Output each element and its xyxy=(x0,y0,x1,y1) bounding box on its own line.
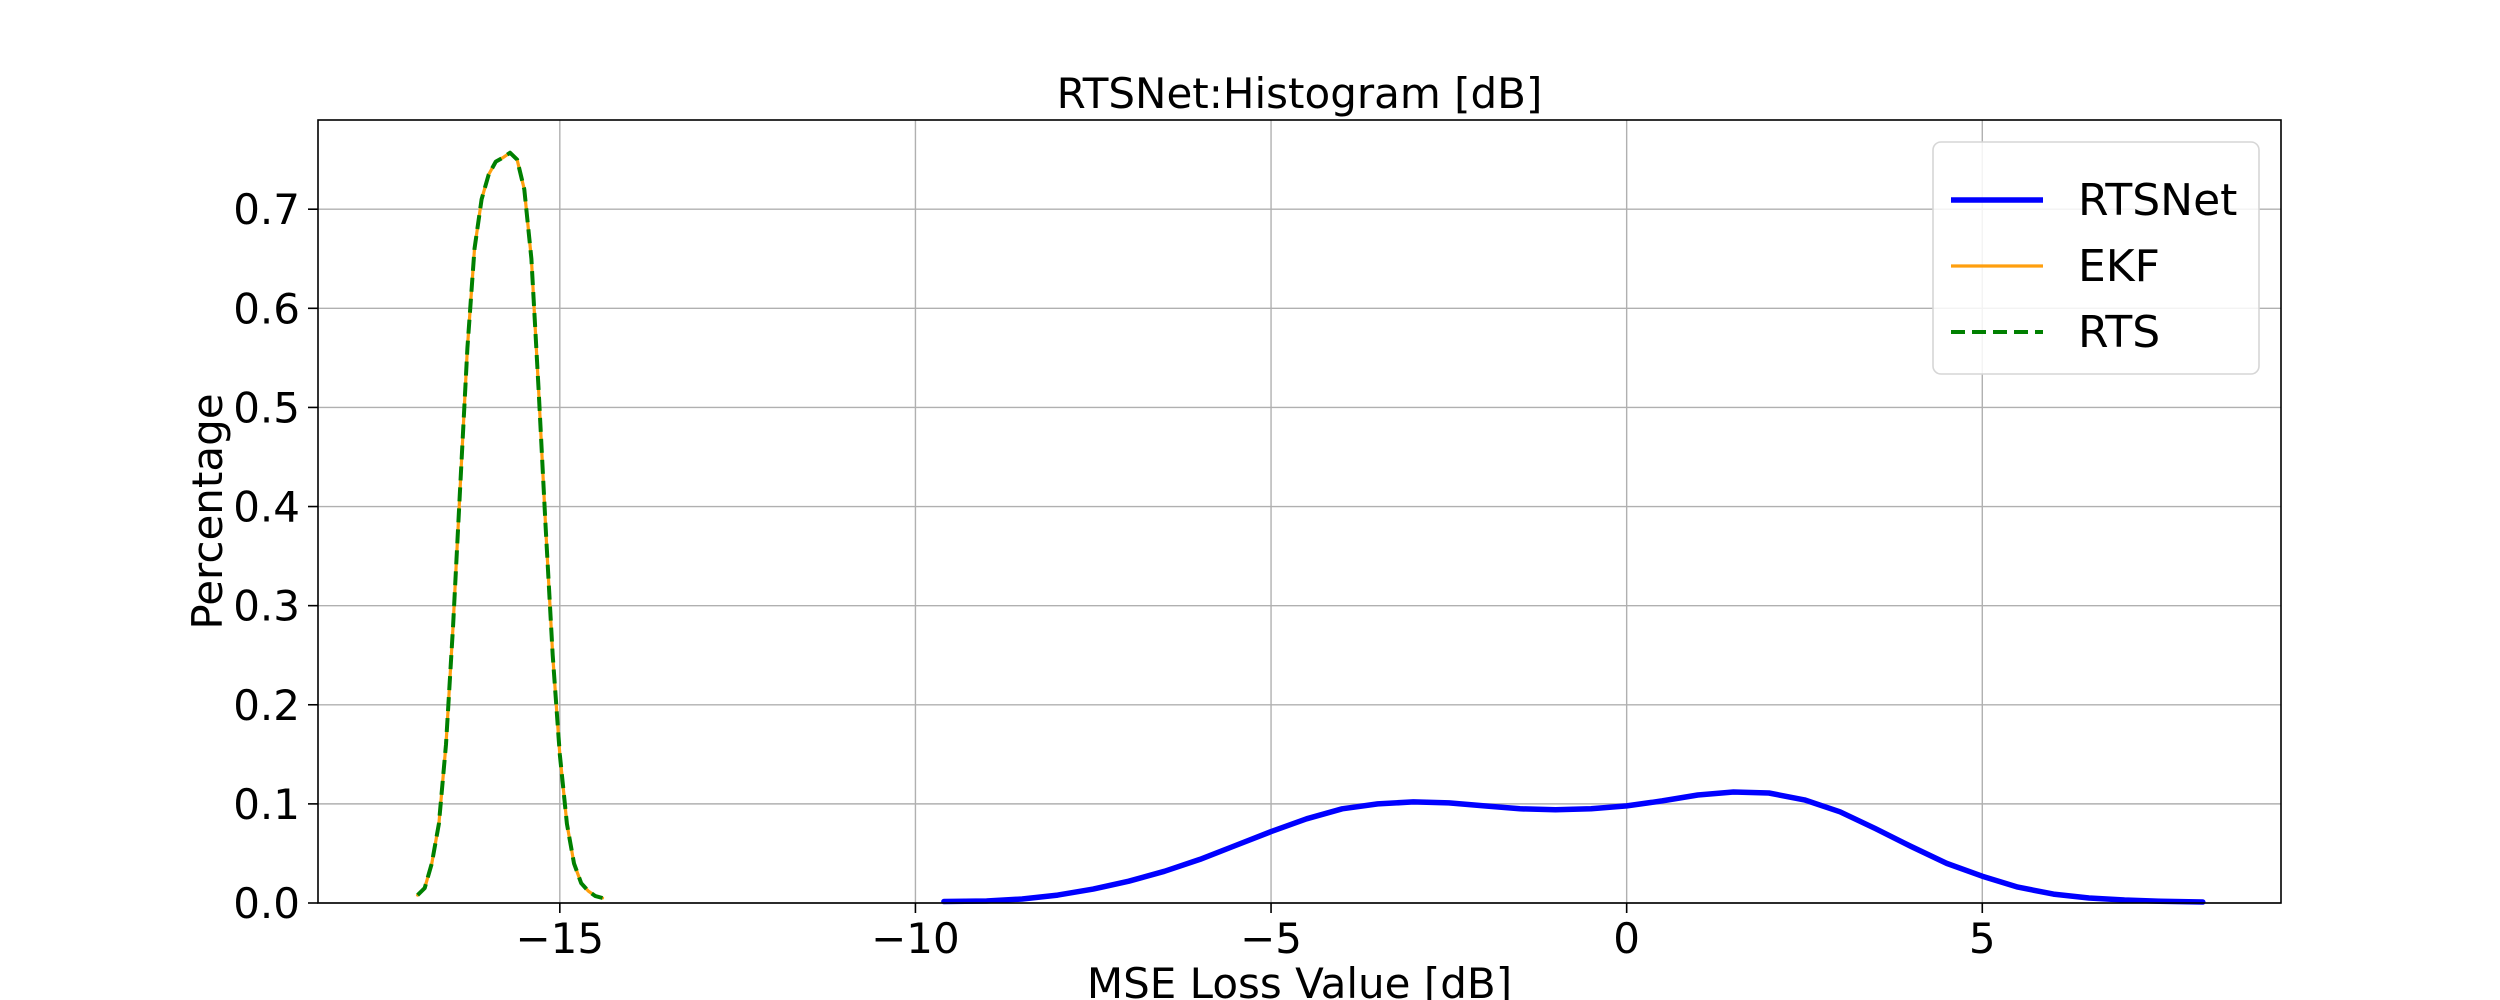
x-tick-label: −10 xyxy=(871,914,960,963)
y-tick-label: 0.2 xyxy=(233,681,300,730)
legend-label-ekf: EKF xyxy=(2078,241,2160,292)
chart-title: RTSNet:Histogram [dB] xyxy=(1057,69,1543,118)
series-line-ekf xyxy=(416,151,605,900)
y-axis-label: Percentage xyxy=(183,393,232,629)
y-tick-label: 0.6 xyxy=(233,284,300,333)
y-tick-label: 0.1 xyxy=(233,780,300,829)
y-tick-label: 0.4 xyxy=(233,483,300,532)
legend-label-rtsnet: RTSNet xyxy=(2078,175,2237,226)
y-tick-label: 0.7 xyxy=(233,185,300,234)
x-tick-label: −5 xyxy=(1240,914,1302,963)
series-layer xyxy=(416,150,2206,905)
legend-label-rts: RTS xyxy=(2078,307,2160,358)
y-tick-label: 0.0 xyxy=(233,879,300,928)
y-tick-label: 0.5 xyxy=(233,383,300,432)
plot-frame xyxy=(317,119,2282,904)
x-tick-label: 5 xyxy=(1969,914,1996,963)
series-line-rtsnet xyxy=(941,789,2206,905)
ticks-layer: −15 −10 −5 0 5 0.0 0.1 0.2 0.3 0.4 0.5 0.6 0.7 xyxy=(233,185,1995,963)
x-axis-label: MSE Loss Value [dB] xyxy=(1087,959,1512,1000)
x-tick-label: −15 xyxy=(515,914,604,963)
legend: RTSNet EKF RTS xyxy=(1932,141,2260,375)
y-tick-label: 0.3 xyxy=(233,582,300,631)
series-line-rts xyxy=(416,150,604,900)
x-tick-label: 0 xyxy=(1613,914,1640,963)
